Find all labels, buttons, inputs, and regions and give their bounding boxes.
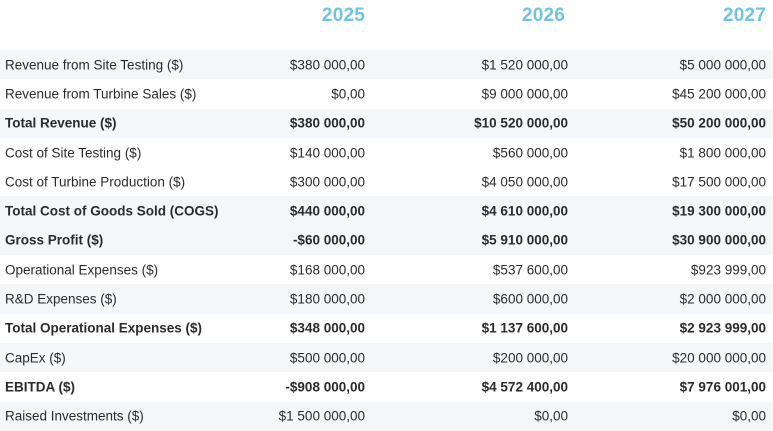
table-row: Cost of Site Testing ($) $140 000,00 $56… <box>0 138 773 167</box>
table-row-total: EBITDA ($) -$908 000,00 $4 572 400,00 $7… <box>0 372 773 401</box>
value-2026: $4 610 000,00 <box>481 203 568 219</box>
value-2026: $4 050 000,00 <box>481 174 568 190</box>
value-2025: $140 000,00 <box>289 145 365 161</box>
table-row-total: Total Cost of Goods Sold (COGS) $440 000… <box>0 196 773 226</box>
row-label: Revenue from Turbine Sales ($) <box>5 86 197 102</box>
row-label: Revenue from Site Testing ($) <box>5 57 184 73</box>
value-2025: -$60 000,00 <box>292 232 365 248</box>
value-2025: $440 000,00 <box>289 203 365 219</box>
value-2025: $180 000,00 <box>289 291 365 307</box>
value-2027: $2 000 000,00 <box>679 291 766 307</box>
value-2025: $1 500 000,00 <box>278 408 365 424</box>
value-2027: $45 200 000,00 <box>672 86 766 102</box>
table-row: Cost of Turbine Production ($) $300 000,… <box>0 167 773 196</box>
table-body: Revenue from Site Testing ($) $380 000,0… <box>0 50 773 431</box>
row-label: Raised Investments ($) <box>5 408 144 424</box>
value-2025: $0,00 <box>331 86 365 102</box>
table-row: Operational Expenses ($) $168 000,00 $53… <box>0 255 773 284</box>
value-2025: $168 000,00 <box>289 262 365 278</box>
year-header-2026: 2026 <box>521 5 565 26</box>
value-2027: $19 300 000,00 <box>672 203 766 219</box>
row-label: Cost of Turbine Production ($) <box>5 174 186 190</box>
value-2026: $600 000,00 <box>492 291 568 307</box>
row-label: EBITDA ($) <box>5 379 75 395</box>
value-2027: $17 500 000,00 <box>672 174 766 190</box>
table-row-total: Total Revenue ($) $380 000,00 $10 520 00… <box>0 108 773 138</box>
value-2026: $537 600,00 <box>492 262 568 278</box>
row-label: Operational Expenses ($) <box>5 262 159 278</box>
value-2027: $0,00 <box>732 408 766 424</box>
value-2026: $10 520 000,00 <box>474 115 568 131</box>
year-header-row: 2025 2026 2027 <box>0 0 773 34</box>
table-row: R&D Expenses ($) $180 000,00 $600 000,00… <box>0 284 773 314</box>
row-label: Cost of Site Testing ($) <box>5 145 142 161</box>
value-2025: $348 000,00 <box>289 320 365 336</box>
value-2026: $200 000,00 <box>492 350 568 366</box>
value-2025: $380 000,00 <box>289 115 365 131</box>
value-2026: $4 572 400,00 <box>481 379 568 395</box>
row-label: Total Cost of Goods Sold (COGS) <box>5 203 219 219</box>
value-2025: -$908 000,00 <box>285 379 365 395</box>
value-2027: $30 900 000,00 <box>672 232 766 248</box>
table-row: Revenue from Turbine Sales ($) $0,00 $9 … <box>0 79 773 108</box>
value-2027: $50 200 000,00 <box>672 115 766 131</box>
year-header-2025: 2025 <box>321 5 365 26</box>
year-header-2027: 2027 <box>722 5 766 26</box>
table-row: CapEx ($) $500 000,00 $200 000,00 $20 00… <box>0 342 773 373</box>
row-label: Gross Profit ($) <box>5 232 104 248</box>
row-label: CapEx ($) <box>5 350 66 366</box>
value-2026: $1 520 000,00 <box>481 57 568 73</box>
value-2026: $0,00 <box>534 408 568 424</box>
value-2025: $500 000,00 <box>289 350 365 366</box>
value-2027: $5 000 000,00 <box>679 57 766 73</box>
value-2026: $9 000 000,00 <box>481 86 568 102</box>
table-row-total: Gross Profit ($) -$60 000,00 $5 910 000,… <box>0 225 773 256</box>
value-2027: $1 800 000,00 <box>679 145 766 161</box>
row-label: Total Operational Expenses ($) <box>5 320 203 336</box>
row-label: R&D Expenses ($) <box>5 291 117 307</box>
table-row: Raised Investments ($) $1 500 000,00 $0,… <box>0 401 773 431</box>
value-2026: $1 137 600,00 <box>481 320 568 336</box>
value-2026: $5 910 000,00 <box>481 232 568 248</box>
value-2026: $560 000,00 <box>492 145 568 161</box>
row-label: Total Revenue ($) <box>5 115 117 131</box>
table-row-total: Total Operational Expenses ($) $348 000,… <box>0 314 773 343</box>
value-2027: $2 923 999,00 <box>679 320 766 336</box>
value-2025: $300 000,00 <box>289 174 365 190</box>
value-2027: $923 999,00 <box>690 262 766 278</box>
table-row: Revenue from Site Testing ($) $380 000,0… <box>0 50 773 80</box>
value-2027: $7 976 001,00 <box>679 379 766 395</box>
value-2025: $380 000,00 <box>289 57 365 73</box>
value-2027: $20 000 000,00 <box>672 350 766 366</box>
